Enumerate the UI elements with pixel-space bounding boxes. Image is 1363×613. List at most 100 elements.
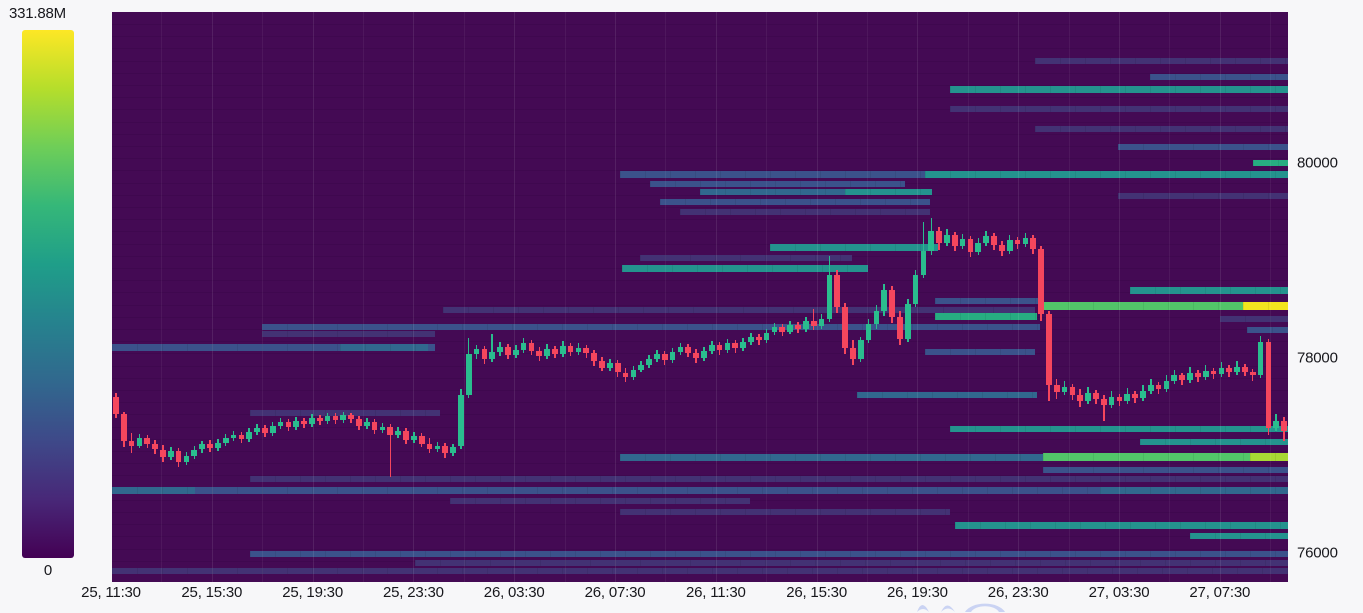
liquidity-band bbox=[660, 199, 930, 205]
candle-body bbox=[763, 332, 770, 341]
candle-body bbox=[873, 311, 880, 324]
candle-body bbox=[379, 427, 386, 430]
liquidity-band bbox=[415, 559, 1288, 566]
candle-body bbox=[1085, 393, 1091, 401]
candle-body bbox=[897, 317, 903, 340]
grid-line-vertical bbox=[564, 12, 566, 582]
liquidity-band bbox=[857, 392, 1037, 399]
liquidity-band bbox=[950, 426, 1288, 432]
liquidity-band bbox=[1150, 74, 1288, 81]
candle-body bbox=[771, 326, 778, 333]
colorbar-gradient bbox=[22, 30, 74, 558]
candle-body bbox=[403, 431, 409, 440]
candle-body bbox=[583, 348, 590, 354]
candle-body bbox=[120, 414, 127, 441]
candle-body bbox=[1108, 396, 1115, 405]
candle-body bbox=[473, 349, 480, 354]
candle-body bbox=[998, 244, 1005, 251]
candle-body bbox=[708, 345, 715, 351]
candle-body bbox=[755, 336, 762, 341]
candle-body bbox=[865, 323, 872, 341]
candle-body bbox=[567, 346, 574, 352]
candle-body bbox=[944, 235, 950, 243]
candle-body bbox=[1053, 385, 1060, 392]
candle-body bbox=[669, 352, 676, 360]
liquidity-band bbox=[250, 550, 1288, 557]
candle-body bbox=[465, 354, 472, 395]
candle-body bbox=[528, 343, 535, 352]
heatmap-row-line bbox=[112, 292, 1288, 294]
liquidity-band bbox=[443, 307, 1035, 314]
candle-body bbox=[1187, 372, 1193, 381]
candle-body bbox=[1234, 366, 1240, 373]
heatmap-row-line bbox=[112, 243, 1288, 245]
candle-body bbox=[262, 428, 268, 433]
candle-body bbox=[418, 435, 425, 444]
candle-body bbox=[481, 349, 488, 359]
liquidity-band bbox=[620, 508, 950, 515]
candle-body bbox=[222, 437, 229, 443]
liquidity-band bbox=[1243, 302, 1288, 311]
heatmap-row-line bbox=[112, 97, 1288, 99]
grid-line-vertical bbox=[1270, 12, 1272, 582]
liquidity-band bbox=[700, 189, 845, 196]
price-tick-label: 80000 bbox=[1297, 154, 1338, 172]
time-tick-label: 26, 15:30 bbox=[786, 584, 847, 601]
candle-body bbox=[363, 422, 370, 427]
heatmap-row-line bbox=[112, 24, 1288, 25]
candle-body bbox=[967, 239, 974, 252]
candle-body bbox=[1281, 421, 1287, 431]
candle-body bbox=[928, 231, 935, 251]
grid-line-vertical bbox=[161, 12, 163, 582]
candle-body bbox=[1265, 342, 1272, 428]
liquidity-band bbox=[1250, 453, 1288, 462]
candle-body bbox=[160, 449, 166, 458]
candle-body bbox=[450, 446, 456, 454]
candle-body bbox=[207, 443, 213, 449]
candle-body bbox=[622, 372, 629, 378]
liquidity-band bbox=[112, 568, 1288, 575]
candle-body bbox=[175, 450, 182, 463]
heatmap-row-line bbox=[112, 353, 1288, 355]
liquidity-band bbox=[1140, 438, 1288, 445]
candle-body bbox=[850, 348, 856, 359]
candle-body bbox=[834, 275, 841, 308]
heatmap-row-line bbox=[112, 438, 1288, 440]
liquidity-band bbox=[1247, 326, 1288, 333]
heatmap-row-line bbox=[112, 48, 1288, 50]
candle-body bbox=[638, 364, 645, 370]
candle-body bbox=[254, 428, 260, 432]
candle-body bbox=[810, 320, 817, 326]
liquidity-band bbox=[925, 171, 1288, 179]
candle-wick bbox=[389, 424, 392, 477]
candle-body bbox=[497, 347, 503, 353]
candle-body bbox=[246, 431, 253, 439]
candle-body bbox=[732, 343, 739, 349]
candle-body bbox=[214, 442, 221, 449]
time-tick-label: 25, 15:30 bbox=[181, 584, 243, 601]
candle-body bbox=[983, 236, 990, 243]
time-tick-label: 25, 23:30 bbox=[383, 584, 444, 601]
liquidity-band bbox=[1253, 160, 1288, 166]
liquidity-band bbox=[1043, 302, 1243, 311]
candle-body bbox=[1140, 391, 1146, 398]
heatmap-row-line bbox=[112, 36, 1288, 38]
candle-body bbox=[544, 349, 550, 356]
time-tick-label: 27, 03:30 bbox=[1088, 584, 1150, 601]
candle-body bbox=[787, 324, 794, 332]
candle-body bbox=[371, 422, 378, 430]
candle-body bbox=[1132, 393, 1138, 398]
candle-body bbox=[591, 353, 598, 361]
candle-body bbox=[748, 336, 754, 343]
grid-line-vertical bbox=[967, 12, 969, 582]
time-tick-label: 26, 03:30 bbox=[483, 584, 545, 601]
candle-body bbox=[395, 431, 402, 435]
heatmap-candlestick-chart[interactable] bbox=[112, 12, 1288, 582]
liquidity-band bbox=[1043, 466, 1288, 473]
liquidity-band bbox=[1118, 193, 1288, 200]
candle-body bbox=[301, 421, 307, 425]
candle-body bbox=[442, 445, 449, 454]
candle-body bbox=[559, 346, 566, 354]
candle-body bbox=[387, 427, 394, 435]
candle-body bbox=[144, 437, 151, 444]
